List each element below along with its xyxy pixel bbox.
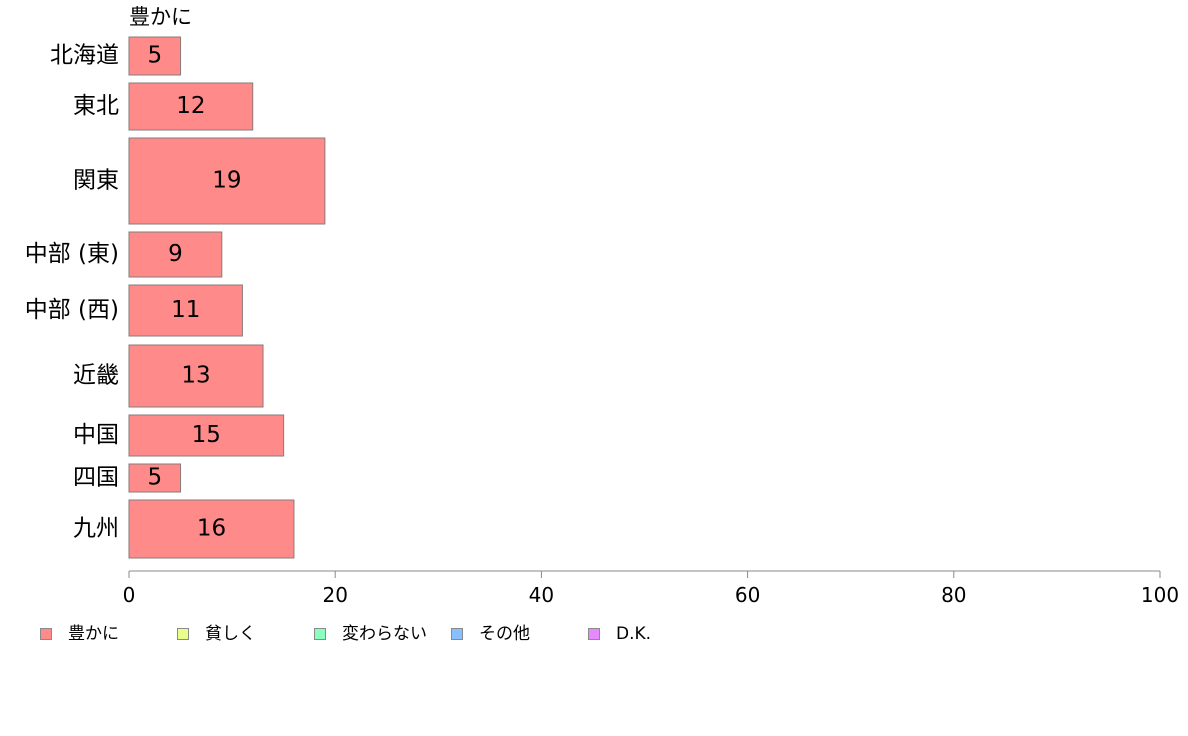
legend-swatch-dk [588, 628, 600, 640]
category-label: 四国 [73, 465, 119, 491]
legend-label-yutaka: 豊かに [68, 624, 119, 644]
x-tick-label: 40 [529, 583, 554, 607]
x-tick-label: 100 [1141, 583, 1179, 607]
legend-item-yutaka: 豊かに [40, 624, 119, 644]
bar [128, 414, 285, 457]
bar [128, 499, 295, 559]
bar [128, 231, 223, 278]
legend-item-mazushiku: 貧しく [177, 624, 256, 644]
legend-label-sonota: その他 [479, 624, 530, 644]
bar-value-label: 15 [192, 422, 221, 448]
bar-value-label: 13 [181, 363, 210, 389]
bar-value-label: 5 [147, 43, 162, 69]
legend-swatch-kawaranai [314, 628, 326, 640]
bars-layer [128, 36, 326, 559]
x-axis: 0 20 40 60 80 100 [123, 570, 1179, 607]
legend-swatch-sonota [451, 628, 463, 640]
x-tick-label: 60 [735, 583, 760, 607]
legend-swatch-mazushiku [177, 628, 189, 640]
category-label: 近畿 [73, 363, 119, 389]
bar [128, 284, 243, 337]
category-label: 九州 [73, 516, 119, 542]
legend-label-kawaranai: 変わらない [342, 624, 427, 644]
bar-value-label: 19 [212, 168, 241, 194]
legend-label-dk: D.K. [616, 624, 652, 644]
category-label: 中国 [73, 422, 119, 448]
bar [128, 463, 182, 493]
bar-value-label: 11 [171, 297, 200, 323]
bar [128, 344, 264, 408]
x-tick-label: 20 [322, 583, 347, 607]
bar-value-label: 12 [176, 93, 205, 119]
bar [128, 36, 182, 76]
category-label: 中部 (西) [25, 297, 119, 323]
category-label: 中部 (東) [25, 241, 119, 267]
x-tick-label: 80 [941, 583, 966, 607]
legend-item-dk: D.K. [588, 624, 651, 644]
bar-value-label: 5 [147, 465, 162, 491]
category-label: 東北 [73, 93, 119, 119]
bar [128, 82, 254, 131]
legend-swatch-yutaka [40, 628, 52, 640]
legend-label-mazushiku: 貧しく [205, 624, 256, 644]
x-tick-label: 0 [123, 583, 136, 607]
legend-item-kawaranai: 変わらない [314, 624, 427, 644]
bar-value-label: 9 [168, 241, 183, 267]
legend-item-sonota: その他 [451, 624, 530, 644]
value-labels: 5 12 19 9 11 13 15 5 16 [147, 43, 241, 542]
bar [128, 137, 326, 225]
series-header: 豊かに [129, 5, 192, 29]
category-label: 北海道 [50, 43, 119, 69]
bar-value-label: 16 [197, 516, 226, 542]
category-label: 関東 [73, 168, 119, 194]
